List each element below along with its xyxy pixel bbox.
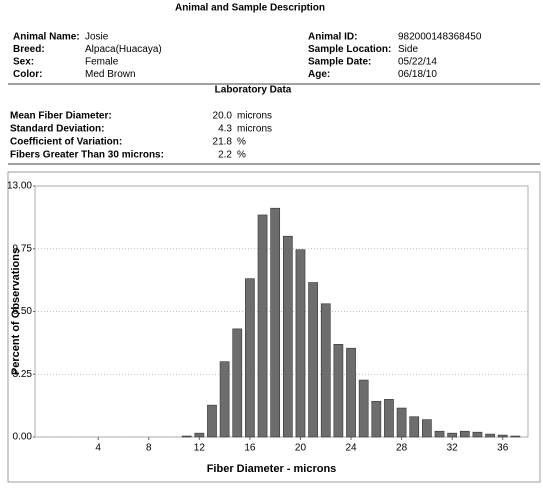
lab-value: 4.3	[218, 124, 232, 135]
field-label: Sample Date:	[308, 57, 371, 68]
y-tick-label: 9.75	[13, 243, 33, 254]
bar	[358, 379, 369, 438]
bar	[447, 432, 458, 438]
y-tick-label: 6.50	[13, 306, 33, 317]
field-value: Alpaca(Huacaya)	[85, 44, 162, 55]
bar	[207, 404, 217, 438]
bar	[422, 419, 432, 438]
bar	[459, 430, 470, 438]
lab-label: Mean Fiber Diameter:	[10, 111, 112, 122]
y-tick-label: 0.00	[13, 432, 33, 443]
lab-label: Fibers Greater Than 30 microns:	[10, 150, 164, 161]
bar	[396, 407, 407, 438]
bar	[282, 235, 293, 438]
bar	[485, 433, 495, 438]
x-tick-label: 20	[295, 443, 307, 454]
field-value: 982000148368450	[398, 32, 482, 43]
lab-unit: microns	[237, 111, 272, 122]
x-tick-label: 36	[497, 443, 509, 454]
bar	[409, 416, 420, 438]
bar	[333, 344, 344, 438]
bar	[257, 214, 268, 438]
bar	[346, 347, 356, 438]
bar	[270, 207, 281, 438]
x-tick-label: 32	[447, 443, 459, 454]
lab-unit: microns	[237, 124, 272, 135]
lab-unit: %	[237, 150, 246, 161]
bar	[320, 303, 331, 438]
field-label: Age:	[308, 69, 330, 80]
header-title: Animal and Sample Description	[175, 3, 325, 14]
bar	[384, 399, 394, 438]
bar	[219, 361, 230, 438]
lab-value: 20.0	[213, 111, 233, 122]
field-label: Sex:	[13, 57, 34, 68]
field-value: Side	[398, 44, 418, 55]
lab-label: Standard Deviation:	[10, 124, 104, 135]
field-label: Color:	[13, 69, 42, 80]
bar	[510, 435, 521, 438]
bar	[245, 278, 255, 438]
bar	[308, 282, 318, 438]
bar	[434, 430, 445, 438]
chart-frame	[7, 171, 541, 483]
field-value: 05/22/14	[398, 57, 437, 68]
field-value: Josie	[85, 32, 109, 43]
x-axis-label: Fiber Diameter - microns	[207, 463, 337, 475]
lab-title: Laboratory Data	[215, 85, 292, 96]
lab-value: 21.8	[213, 137, 233, 148]
x-tick-label: 12	[194, 443, 206, 454]
y-tick-label: 13.00	[7, 181, 32, 192]
field-value: 06/18/10	[398, 69, 437, 80]
field-label: Breed:	[13, 44, 45, 55]
field-label: Animal Name:	[13, 32, 80, 43]
lab-label: Coefficient of Variation:	[10, 137, 122, 148]
x-tick-label: 16	[244, 443, 256, 454]
field-value: Female	[85, 57, 119, 68]
x-tick-label: 28	[396, 443, 408, 454]
x-tick-label: 4	[95, 443, 101, 454]
field-label: Sample Location:	[308, 44, 391, 55]
y-axis-label: Percent of Observations	[10, 248, 22, 375]
field-label: Animal ID:	[308, 32, 357, 43]
bar	[497, 434, 508, 438]
y-tick-label: 3.25	[13, 369, 33, 380]
lab-unit: %	[237, 137, 246, 148]
bar	[472, 431, 483, 438]
field-value: Med Brown	[85, 69, 136, 80]
lab-value: 2.2	[218, 150, 232, 161]
bar	[232, 328, 243, 438]
x-tick-label: 8	[146, 443, 152, 454]
bar	[194, 432, 205, 438]
bar	[181, 435, 192, 438]
bar	[295, 249, 306, 438]
x-tick-label: 24	[345, 443, 357, 454]
bar	[371, 400, 382, 438]
